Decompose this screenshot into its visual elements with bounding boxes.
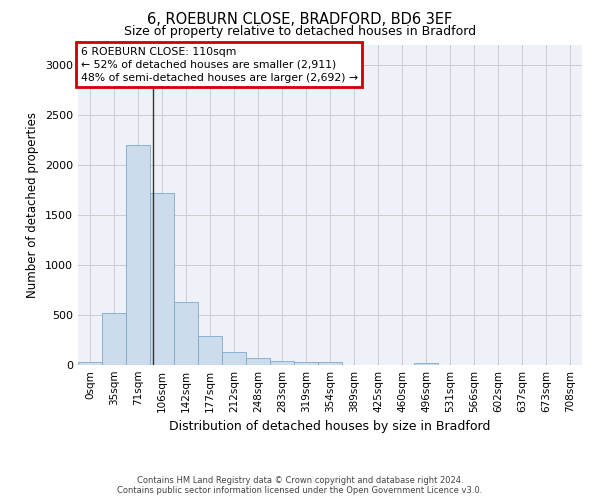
Bar — [510, 364, 534, 365]
Bar — [150, 193, 174, 365]
Text: Contains HM Land Registry data © Crown copyright and database right 2024.
Contai: Contains HM Land Registry data © Crown c… — [118, 476, 482, 495]
Bar — [366, 364, 390, 365]
Text: 6 ROEBURN CLOSE: 110sqm
← 52% of detached houses are smaller (2,911)
48% of semi: 6 ROEBURN CLOSE: 110sqm ← 52% of detache… — [80, 46, 358, 83]
Bar — [270, 360, 294, 365]
Bar — [222, 352, 246, 365]
Bar — [534, 364, 558, 365]
Bar — [462, 364, 486, 365]
Bar — [414, 362, 438, 365]
Bar — [438, 364, 462, 365]
Text: 6, ROEBURN CLOSE, BRADFORD, BD6 3EF: 6, ROEBURN CLOSE, BRADFORD, BD6 3EF — [148, 12, 452, 28]
Bar — [486, 364, 510, 365]
Bar — [78, 362, 102, 365]
Bar — [174, 302, 198, 365]
Bar — [198, 336, 222, 365]
Text: Size of property relative to detached houses in Bradford: Size of property relative to detached ho… — [124, 25, 476, 38]
Bar — [342, 364, 366, 365]
Bar — [126, 145, 150, 365]
Bar — [102, 313, 126, 365]
Bar — [318, 362, 342, 365]
Y-axis label: Number of detached properties: Number of detached properties — [26, 112, 40, 298]
Bar — [294, 362, 318, 365]
Bar — [390, 364, 414, 365]
Bar — [246, 358, 270, 365]
X-axis label: Distribution of detached houses by size in Bradford: Distribution of detached houses by size … — [169, 420, 491, 434]
Bar — [558, 364, 582, 365]
